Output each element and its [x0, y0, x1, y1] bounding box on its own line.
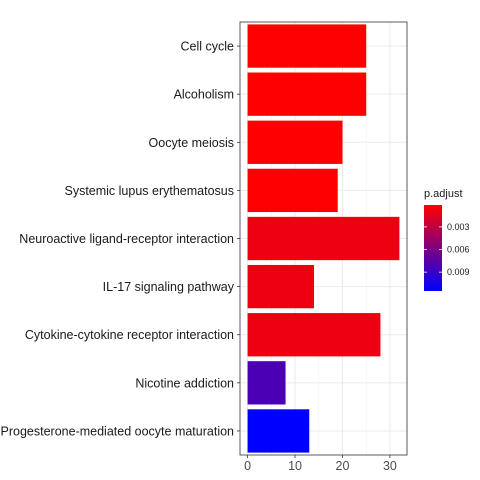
- x-tick-label: 0: [244, 459, 251, 473]
- bar: [247, 409, 310, 453]
- bar: [247, 313, 381, 357]
- legend-title: p.adjust: [424, 188, 463, 200]
- legend: p.adjust 0.003 0.006 0.009: [424, 188, 470, 291]
- category-label: Cytokine-cytokine receptor interaction: [25, 328, 234, 342]
- bar: [247, 361, 286, 405]
- legend-tick-label: 0.009: [447, 267, 470, 277]
- legend-colorbar: [424, 205, 442, 291]
- legend-tick-label: 0.003: [447, 222, 470, 232]
- legend-tick-label: 0.006: [447, 245, 470, 255]
- category-labels: Cell cycle Alcoholism Oocyte meiosis System…: [1, 40, 240, 438]
- category-label: Alcoholism: [174, 88, 234, 102]
- category-label: Neuroactive ligand-receptor interaction: [19, 232, 234, 246]
- category-label: Oocyte meiosis: [149, 136, 234, 150]
- x-tick-label: 20: [336, 459, 350, 473]
- bar: [247, 72, 367, 116]
- x-axis: 0 10 20 30: [244, 455, 397, 473]
- category-label: IL-17 signaling pathway: [103, 280, 235, 294]
- category-label: Nicotine addiction: [135, 376, 234, 390]
- category-label: Cell cycle: [181, 40, 235, 54]
- category-label: Systemic lupus erythematosus: [64, 184, 234, 198]
- category-label: Progesterone-mediated oocyte maturation: [1, 424, 235, 438]
- bar: [247, 24, 367, 68]
- bars: [247, 24, 400, 453]
- bar: [247, 216, 400, 261]
- bar: [247, 120, 343, 164]
- bar: [247, 264, 315, 309]
- x-tick-label: 30: [383, 459, 397, 473]
- bar: [247, 168, 338, 213]
- x-tick-label: 10: [288, 459, 302, 473]
